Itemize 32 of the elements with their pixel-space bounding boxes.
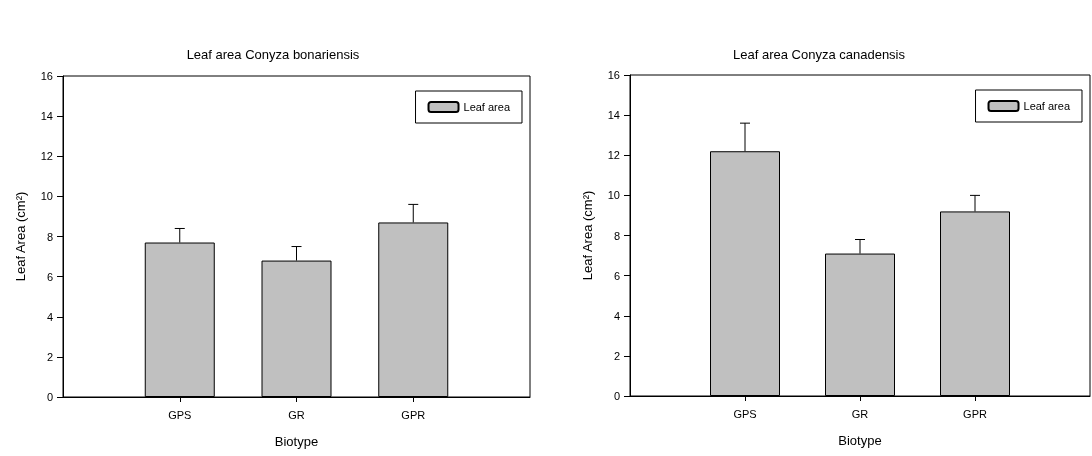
y-tick-label: 0 — [613, 390, 620, 402]
y-tick-label: 16 — [40, 70, 53, 82]
x-tick-label: GPS — [733, 407, 757, 420]
y-tick-label: 0 — [46, 391, 53, 403]
y-tick-label: 4 — [613, 309, 620, 322]
y-axis-title: Leaf Area (cm²) — [580, 190, 595, 281]
y-axis-title: Leaf Area (cm²) — [13, 191, 28, 282]
chart-title: Leaf area Conyza bonariensis — [186, 47, 360, 62]
legend-label: Leaf area — [463, 101, 511, 113]
x-tick-label: GPR — [401, 408, 426, 421]
y-tick-label: 16 — [607, 69, 620, 81]
x-tick-label: GR — [288, 408, 305, 421]
y-tick-label: 14 — [607, 109, 620, 122]
y-tick-label: 6 — [46, 270, 53, 283]
y-tick-label: 8 — [613, 229, 620, 242]
y-tick-label: 4 — [46, 310, 53, 323]
legend-label: Leaf area — [1023, 100, 1071, 112]
x-tick-label: GPS — [168, 408, 192, 421]
y-tick-label: 10 — [607, 189, 620, 202]
y-tick-label: 12 — [40, 150, 53, 163]
y-tick-label: 6 — [613, 269, 620, 282]
y-tick-label: 2 — [46, 350, 53, 363]
x-axis-title: Biotype — [274, 434, 319, 449]
y-tick-label: 14 — [40, 110, 53, 123]
x-tick-label: GPR — [963, 407, 987, 420]
chart-title: Leaf area Conyza canadensis — [732, 47, 906, 62]
x-axis-title: Biotype — [838, 433, 882, 448]
y-tick-label: 10 — [40, 190, 53, 203]
y-tick-label: 8 — [46, 230, 53, 243]
y-tick-label: 12 — [607, 149, 620, 162]
y-tick-label: 2 — [613, 349, 620, 362]
x-tick-label: GR — [851, 407, 869, 420]
